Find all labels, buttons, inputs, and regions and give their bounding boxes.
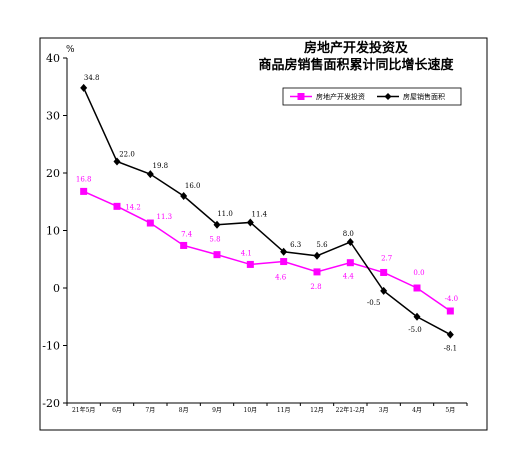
data-point-diamond (180, 192, 188, 200)
legend: 房地产开发投资 房屋销售面积 (282, 87, 462, 106)
data-point-diamond (246, 218, 254, 227)
legend-diamond-marker (384, 93, 392, 100)
x-tick-label: 22年1-2月 (336, 406, 365, 414)
data-label: -4.0 (445, 295, 459, 303)
x-tick-label: 8月 (179, 407, 189, 414)
x-tick-label: 11月 (277, 407, 291, 414)
x-tick-label: 12月 (310, 407, 324, 414)
legend-square-marker (297, 93, 305, 100)
x-tick-label: 9月 (212, 407, 222, 414)
data-label: 22.0 (119, 151, 135, 159)
series-line (82, 87, 451, 336)
data-label: 34.8 (84, 74, 100, 82)
series-sales-area: 34.8 22.0 19.8 16.0 11.0 11.4 6.3 5.6 8.0 -0.5 -5.… (80, 74, 457, 353)
data-label: 0.0 (413, 269, 424, 277)
data-point-diamond (80, 83, 88, 92)
data-label: 19.8 (153, 162, 169, 170)
data-point-square (213, 251, 221, 259)
x-tick-label: 5月 (445, 407, 455, 414)
data-point-square (313, 268, 321, 276)
data-label: 4.6 (275, 274, 287, 282)
series-investment: 16.8 14.2 11.3 7.4 5.8 4.1 4.6 2.8 4.4 2.7 0.0 -4.0 (76, 175, 459, 315)
y-tick-label: 20 (46, 167, 60, 180)
data-label: 16.8 (76, 175, 92, 183)
data-label: 5.6 (316, 241, 328, 249)
y-tick-label: 0 (53, 282, 60, 295)
data-point-diamond (280, 247, 288, 256)
chart-title-line-2: 商品房销售面积累计同比增长速度 (258, 57, 454, 73)
data-point-square (113, 202, 121, 210)
y-tick-label: 10 (46, 225, 60, 238)
chart-title-line-1: 房地产开发投资及 (304, 40, 409, 56)
data-label: 6.3 (290, 241, 301, 249)
legend-item-investment: 房地产开发投资 (290, 92, 365, 101)
y-tick-label: -20 (42, 397, 60, 410)
data-label: 8.0 (343, 230, 354, 238)
data-label: -8.1 (444, 345, 458, 353)
data-label: 11.3 (157, 213, 173, 221)
x-tick-label: 7月 (145, 407, 155, 414)
x-tick-label: 6月 (112, 407, 122, 414)
data-point-square (346, 259, 354, 267)
data-point-diamond (380, 286, 388, 295)
series-layer: 16.8 14.2 11.3 7.4 5.8 4.1 4.6 2.8 4.4 2.7 0.0 -4.0… (76, 74, 458, 353)
x-tick-label: 4月 (412, 407, 422, 414)
data-label: 2.7 (381, 254, 392, 262)
data-point-square (413, 284, 421, 292)
data-point-square (80, 187, 88, 195)
data-label: -0.5 (367, 299, 381, 307)
data-point-square (380, 268, 388, 276)
y-tick-label: 40 (46, 52, 60, 65)
data-point-diamond (313, 251, 321, 260)
axes: -20 -10 0 10 20 30 40 21年5月 6月 7月 8月 9月 10月 11月 12月 22年… (42, 52, 468, 414)
data-label: 11.0 (217, 210, 233, 218)
data-point-diamond (413, 312, 421, 321)
data-label: 4.1 (241, 249, 252, 257)
data-label: 4.4 (343, 273, 355, 281)
legend-label-investment: 房地产开发投资 (316, 92, 365, 101)
data-label: 11.4 (252, 210, 268, 218)
legend-box (282, 87, 462, 106)
y-tick-label: 30 (46, 110, 60, 123)
data-label: 7.4 (181, 230, 193, 238)
data-label: -5.0 (408, 326, 422, 334)
x-tick-label: 10月 (244, 407, 258, 414)
data-point-diamond (146, 170, 154, 179)
data-label: 14.2 (125, 203, 141, 211)
series-line (83, 190, 451, 312)
data-point-square (180, 241, 188, 249)
data-point-square (246, 260, 254, 268)
y-axis-unit-label: % (66, 45, 75, 55)
data-point-square (146, 219, 154, 227)
y-tick-label: -10 (42, 340, 60, 353)
data-point-diamond (113, 157, 121, 166)
data-label: 16.0 (185, 182, 201, 190)
data-point-diamond (346, 238, 354, 246)
x-tick-label: 21年5月 (72, 406, 95, 414)
x-tick-label: 3月 (379, 407, 389, 414)
legend-item-sales-area: 房屋销售面积 (377, 92, 445, 101)
data-label: 2.8 (310, 283, 321, 291)
legend-label-sales-area: 房屋销售面积 (403, 92, 445, 101)
data-label: 5.8 (209, 236, 220, 244)
data-point-square (280, 258, 288, 266)
data-point-square (446, 307, 454, 315)
data-point-diamond (446, 330, 454, 339)
data-point-diamond (213, 220, 221, 229)
